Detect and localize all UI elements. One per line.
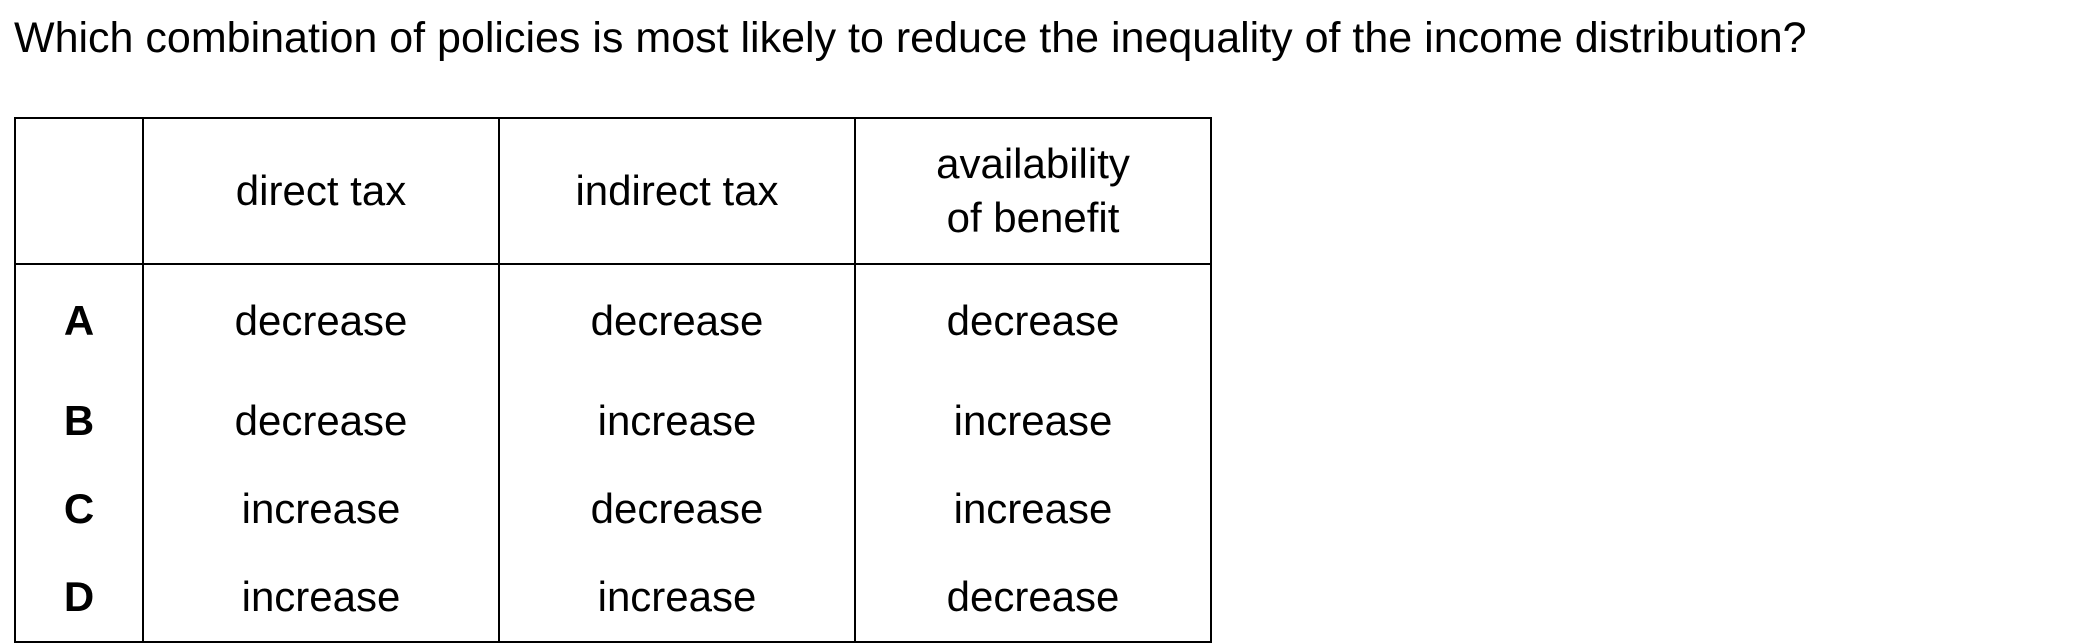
header-direct-tax: direct tax: [142, 118, 500, 265]
options-table: direct tax indirect tax availability of …: [14, 117, 1212, 643]
options-table-header: direct tax indirect tax availability of …: [14, 118, 1212, 265]
option-letter: B: [14, 377, 144, 465]
header-availability-line-1: availability: [936, 140, 1130, 187]
direct-tax-cell: decrease: [142, 264, 500, 377]
indirect-tax-cell: decrease: [498, 264, 856, 377]
availability-cell: decrease: [854, 553, 1212, 642]
header-blank-cell: [14, 118, 144, 265]
option-row-c: C increase decrease increase: [14, 465, 1212, 553]
option-letter: A: [14, 264, 144, 377]
option-row-b: B decrease increase increase: [14, 377, 1212, 465]
header-availability-of-benefit: availability of benefit: [854, 118, 1212, 265]
indirect-tax-cell: decrease: [498, 465, 856, 553]
header-row: direct tax indirect tax availability of …: [14, 118, 1212, 265]
direct-tax-cell: decrease: [142, 377, 500, 465]
question-text: Which combination of policies is most li…: [14, 14, 1807, 62]
header-indirect-tax: indirect tax: [498, 118, 856, 265]
options-table-body: A decrease decrease decrease B decrease …: [14, 264, 1212, 642]
availability-cell: decrease: [854, 264, 1212, 377]
option-row-a: A decrease decrease decrease: [14, 264, 1212, 377]
indirect-tax-cell: increase: [498, 553, 856, 642]
option-letter: C: [14, 465, 144, 553]
option-row-d: D increase increase decrease: [14, 553, 1212, 642]
header-availability-line-2: of benefit: [946, 194, 1120, 241]
direct-tax-cell: increase: [142, 553, 500, 642]
option-letter: D: [14, 553, 144, 642]
indirect-tax-cell: increase: [498, 377, 856, 465]
availability-cell: increase: [854, 465, 1212, 553]
direct-tax-cell: increase: [142, 465, 500, 553]
availability-cell: increase: [854, 377, 1212, 465]
